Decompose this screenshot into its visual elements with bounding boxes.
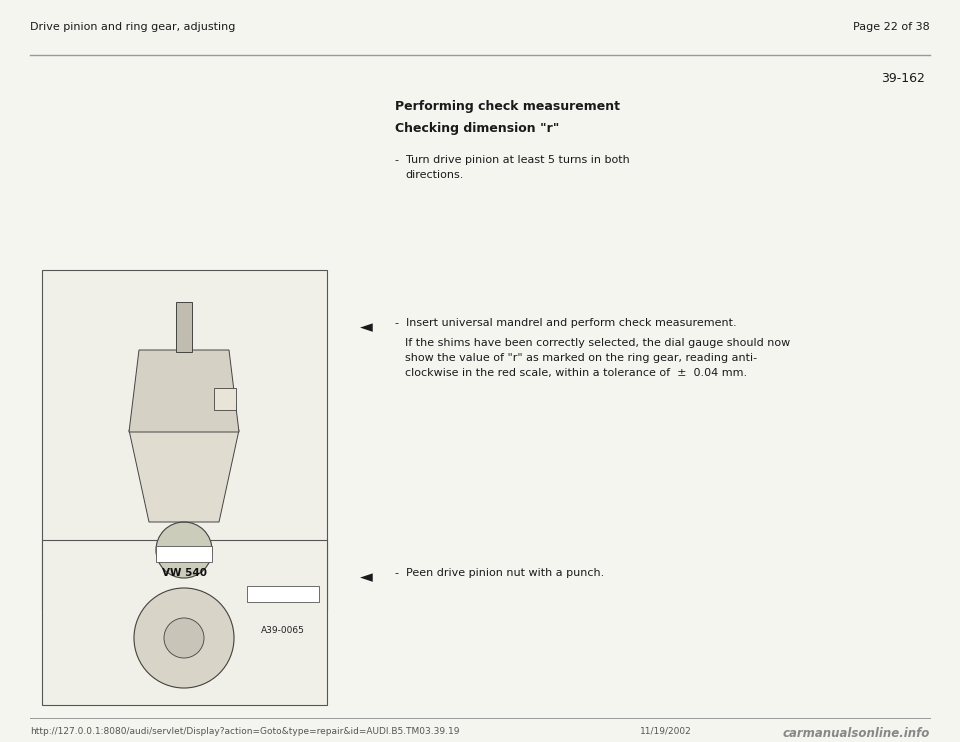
Circle shape xyxy=(134,588,234,688)
Text: If the shims have been correctly selected, the dial gauge should now: If the shims have been correctly selecte… xyxy=(405,338,790,348)
Text: ◄: ◄ xyxy=(360,568,372,586)
Polygon shape xyxy=(129,350,239,432)
Text: carmanualsonline.info: carmanualsonline.info xyxy=(782,727,930,740)
Text: directions.: directions. xyxy=(405,170,464,180)
Bar xyxy=(156,546,212,562)
Text: -  Insert universal mandrel and perform check measurement.: - Insert universal mandrel and perform c… xyxy=(395,318,736,328)
Text: show the value of "r" as marked on the ring gear, reading anti-: show the value of "r" as marked on the r… xyxy=(405,353,757,363)
Text: clockwise in the red scale, within a tolerance of  ±  0.04 mm.: clockwise in the red scale, within a tol… xyxy=(405,368,747,378)
Text: Drive pinion and ring gear, adjusting: Drive pinion and ring gear, adjusting xyxy=(30,22,235,32)
Circle shape xyxy=(156,522,212,578)
Bar xyxy=(176,302,192,352)
Text: ◄: ◄ xyxy=(360,318,372,336)
Text: VW 540: VW 540 xyxy=(161,568,206,578)
Bar xyxy=(247,586,319,602)
Text: Checking dimension "r": Checking dimension "r" xyxy=(395,122,560,135)
Circle shape xyxy=(164,618,204,658)
Text: Performing check measurement: Performing check measurement xyxy=(395,100,620,113)
Bar xyxy=(42,540,327,705)
Text: 39-162: 39-162 xyxy=(881,72,925,85)
Text: 11/19/2002: 11/19/2002 xyxy=(640,727,692,736)
Text: Page 22 of 38: Page 22 of 38 xyxy=(853,22,930,32)
Text: -  Peen drive pinion nut with a punch.: - Peen drive pinion nut with a punch. xyxy=(395,568,604,578)
Polygon shape xyxy=(129,430,239,522)
Text: A39-0065: A39-0065 xyxy=(261,626,305,635)
Text: -  Turn drive pinion at least 5 turns in both: - Turn drive pinion at least 5 turns in … xyxy=(395,155,630,165)
Text: http://127.0.0.1:8080/audi/servlet/Display?action=Goto&type=repair&id=AUDI.B5.TM: http://127.0.0.1:8080/audi/servlet/Displ… xyxy=(30,727,460,736)
Bar xyxy=(42,270,327,610)
Bar xyxy=(214,388,236,410)
